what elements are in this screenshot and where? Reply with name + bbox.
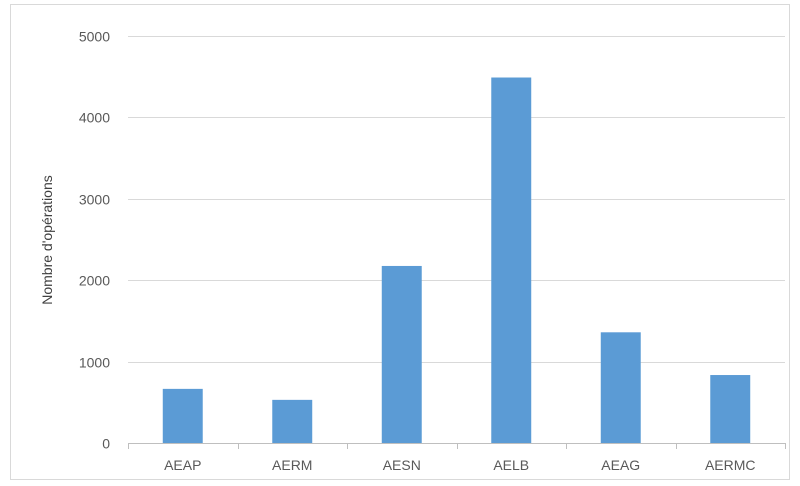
- x-tick-label: AEAP: [164, 457, 201, 473]
- y-tick-label: 0: [102, 436, 110, 452]
- bar-aesn: [381, 265, 422, 443]
- bar-aermc: [710, 375, 751, 443]
- bar-aeag: [600, 332, 641, 443]
- x-tick-label: AEAG: [601, 457, 640, 473]
- y-tick-label: 3000: [79, 192, 110, 208]
- y-tick-label: 5000: [79, 29, 110, 45]
- bars: [162, 77, 751, 443]
- x-tick-label: AESN: [383, 457, 421, 473]
- y-axis-ticks: 0 1000 2000 3000 4000 5000: [79, 29, 110, 452]
- x-tick-label: AERM: [272, 457, 312, 473]
- y-tick-label: 2000: [79, 273, 110, 289]
- bar-aelb: [491, 77, 532, 443]
- bar-aerm: [272, 399, 313, 443]
- x-axis-ticks: AEAP AERM AESN AELB AEAG AERMC: [164, 457, 755, 473]
- y-tick-label: 1000: [79, 355, 110, 371]
- gridlines: [128, 36, 786, 449]
- y-axis-title: Nombre d'opérations: [39, 175, 55, 305]
- x-tick-label: AELB: [493, 457, 529, 473]
- y-tick-label: 4000: [79, 110, 110, 126]
- x-tick-label: AERMC: [705, 457, 756, 473]
- bar-aeap: [162, 388, 203, 443]
